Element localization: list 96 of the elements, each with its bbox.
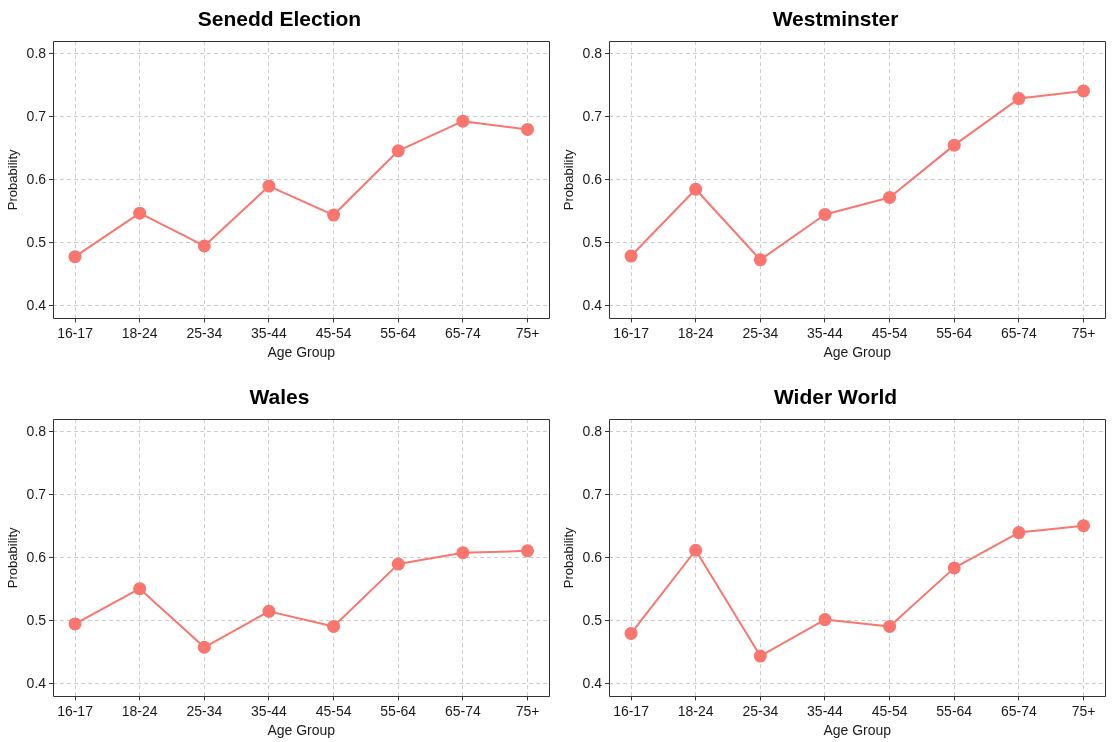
x-tick-label: 35-44 — [807, 702, 844, 719]
point — [133, 582, 147, 596]
y-axis-title: Probability — [5, 148, 21, 211]
x-tick-label: 55-64 — [380, 702, 417, 719]
y-tick-label: 0.5 — [582, 233, 603, 250]
point — [818, 207, 832, 221]
x-tick-label: 65-74 — [444, 324, 481, 341]
point — [456, 114, 470, 128]
x-tick-label: 18-24 — [121, 324, 158, 341]
y-tick-label: 0.6 — [26, 548, 47, 565]
y-tick-label: 0.4 — [582, 296, 603, 313]
x-tick-label: 25-34 — [186, 324, 223, 341]
x-tick-label: 75+ — [1071, 324, 1096, 341]
x-tick-label: 45-54 — [315, 324, 352, 341]
point — [883, 190, 897, 204]
x-tick-label: 75+ — [515, 702, 540, 719]
point — [197, 239, 211, 253]
y-tick-label: 0.5 — [26, 611, 47, 628]
y-axis-title: Probability — [561, 148, 577, 211]
y-tick-label: 0.7 — [26, 485, 47, 502]
y-tick-label: 0.8 — [582, 44, 603, 61]
x-tick-label: 35-44 — [251, 702, 288, 719]
y-tick-label: 0.8 — [26, 44, 47, 61]
point — [883, 619, 897, 633]
y-tick-label: 0.8 — [26, 422, 47, 439]
x-tick-label: 18-24 — [121, 702, 158, 719]
point — [689, 543, 703, 557]
x-tick-label: 25-34 — [742, 324, 779, 341]
point — [689, 182, 703, 196]
point — [521, 122, 535, 136]
x-tick-label: 35-44 — [251, 324, 288, 341]
y-tick-label: 0.8 — [582, 422, 603, 439]
point — [391, 557, 405, 571]
point — [624, 626, 638, 640]
x-axis-title: Age Group — [267, 722, 336, 739]
x-tick-label: 75+ — [1071, 702, 1096, 719]
x-tick-label: 16-17 — [57, 324, 94, 341]
x-tick-label: 45-54 — [871, 324, 908, 341]
point — [947, 561, 961, 575]
point — [624, 249, 638, 263]
x-tick-label: 65-74 — [1000, 702, 1037, 719]
x-axis-title: Age Group — [267, 344, 336, 361]
chart-title: Wider World — [773, 385, 898, 409]
x-tick-label: 16-17 — [613, 702, 650, 719]
point — [327, 619, 341, 633]
point — [68, 617, 82, 631]
y-tick-label: 0.7 — [582, 485, 603, 502]
y-tick-label: 0.5 — [26, 233, 47, 250]
point — [327, 208, 341, 222]
point — [753, 253, 767, 267]
x-tick-label: 16-17 — [57, 702, 94, 719]
x-tick-label: 75+ — [515, 324, 540, 341]
chart-title: Senedd Election — [197, 7, 362, 31]
chart-title: Wales — [249, 385, 310, 409]
x-tick-label: 45-54 — [871, 702, 908, 719]
x-tick-label: 55-64 — [936, 702, 973, 719]
point — [1012, 526, 1026, 540]
point — [1012, 92, 1026, 106]
y-tick-label: 0.7 — [582, 107, 603, 124]
x-tick-label: 16-17 — [613, 324, 650, 341]
point — [456, 546, 470, 560]
chart-title: Westminster — [772, 7, 899, 31]
y-tick-label: 0.4 — [582, 674, 603, 691]
point — [753, 649, 767, 663]
x-tick-label: 45-54 — [315, 702, 352, 719]
x-tick-label: 25-34 — [742, 702, 779, 719]
y-tick-label: 0.7 — [26, 107, 47, 124]
y-tick-label: 0.4 — [26, 296, 47, 313]
point — [1077, 84, 1091, 98]
x-axis-title: Age Group — [823, 344, 892, 361]
x-axis-title: Age Group — [823, 722, 892, 739]
point — [391, 144, 405, 158]
point — [818, 613, 832, 627]
point — [521, 544, 535, 558]
point — [197, 640, 211, 654]
y-tick-label: 0.6 — [582, 170, 603, 187]
y-tick-label: 0.5 — [582, 611, 603, 628]
y-axis-title: Probability — [561, 526, 577, 589]
y-tick-label: 0.6 — [582, 548, 603, 565]
x-tick-label: 25-34 — [186, 702, 223, 719]
point — [133, 206, 147, 220]
x-tick-label: 18-24 — [677, 702, 714, 719]
y-tick-label: 0.4 — [26, 674, 47, 691]
point — [947, 138, 961, 152]
point — [68, 250, 82, 264]
x-tick-label: 35-44 — [807, 324, 844, 341]
y-tick-label: 0.6 — [26, 170, 47, 187]
y-axis-title: Probability — [5, 526, 21, 589]
point — [1077, 519, 1091, 533]
x-tick-label: 55-64 — [936, 324, 973, 341]
x-tick-label: 55-64 — [380, 324, 417, 341]
point — [262, 604, 276, 618]
point — [262, 179, 276, 193]
x-tick-label: 65-74 — [1000, 324, 1037, 341]
x-tick-label: 18-24 — [677, 324, 714, 341]
x-tick-label: 65-74 — [444, 702, 481, 719]
